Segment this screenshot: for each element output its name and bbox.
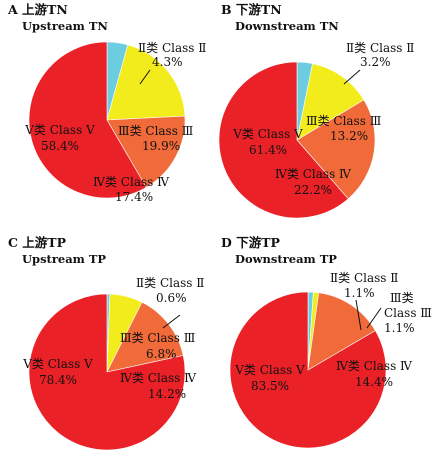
- leader-line: [139, 69, 151, 85]
- slice-value-label: 1.1%: [384, 321, 415, 335]
- pie-slice: [296, 63, 365, 141]
- slice-category-label: Ⅳ类 Class Ⅳ: [336, 359, 413, 373]
- slice-category-label: Ⅱ类 Class Ⅱ: [330, 271, 398, 285]
- pie-slice: [229, 291, 387, 449]
- slice-category-label: Ⅲ类 Class Ⅲ: [118, 124, 193, 138]
- leader-line: [355, 299, 362, 331]
- pie-panel-a: A 上游TN Upstream TN Ⅱ类 Class Ⅱ4.3% Ⅲ类 Class …: [7, 2, 206, 204]
- pie-panel-b: B 下游TN Downstream TN Ⅱ类 Class Ⅱ3.2% Ⅲ类 Clas…: [218, 2, 414, 219]
- slice-category-label: Ⅱ类 Class Ⅱ: [346, 41, 414, 55]
- panel-subtitle: Downstream TN: [235, 19, 339, 33]
- slice-category-label: Ⅱ类 Class Ⅱ: [136, 276, 204, 290]
- slice-category-label: Ⅲ类: [390, 291, 414, 305]
- pie-slice: [28, 293, 186, 451]
- pie-slice: [106, 44, 186, 121]
- panel-subtitle: Upstream TN: [22, 19, 108, 33]
- panel-subtitle: Upstream TP: [22, 252, 106, 266]
- slice-value-label: 83.5%: [251, 379, 289, 393]
- panel-title: D 下游TP: [221, 235, 280, 250]
- leader-line: [343, 69, 361, 85]
- slice-value-label: 78.4%: [39, 373, 77, 387]
- slice-value-label: 22.2%: [294, 183, 332, 197]
- pie-panel-c: C 上游TP Upstream TP Ⅱ类 Class Ⅱ0.6% Ⅲ类 Class …: [8, 235, 204, 451]
- slice-category-label: Ⅴ类 Class Ⅴ: [22, 357, 93, 371]
- panel-title: C 上游TP: [8, 235, 67, 250]
- leader-line: [162, 314, 181, 329]
- slice-category-label: Ⅴ类 Class Ⅴ: [24, 123, 95, 137]
- slice-category-label: Ⅲ类 Class Ⅲ: [120, 331, 195, 345]
- slice-value-label: 13.2%: [330, 129, 368, 143]
- slice-value-label: 4.3%: [152, 55, 183, 69]
- pie-slice: [28, 41, 147, 199]
- pie-slice: [218, 61, 349, 219]
- panel-subtitle: Downstream TP: [235, 252, 337, 266]
- slice-category-label: Ⅲ类 Class Ⅲ: [306, 114, 381, 128]
- slice-category-label: Ⅴ类 Class Ⅴ: [232, 127, 303, 141]
- pie-slice: [106, 115, 186, 188]
- panel-title: B 下游TN: [221, 2, 282, 17]
- slice-value-label: 61.4%: [249, 143, 287, 157]
- slice-value-label: 6.8%: [146, 347, 177, 361]
- slice-category-label: Class Ⅲ: [384, 306, 432, 320]
- panel-title: A 上游TN: [7, 2, 68, 17]
- slice-value-label: 14.4%: [355, 375, 393, 389]
- slice-value-label: 0.6%: [156, 291, 187, 305]
- slice-category-label: Ⅳ类 Class Ⅳ: [93, 175, 170, 189]
- slice-value-label: 3.2%: [360, 55, 391, 69]
- slice-category-label: Ⅴ类 Class Ⅴ: [234, 363, 305, 377]
- slice-value-label: 17.4%: [115, 190, 153, 204]
- slice-category-label: Ⅳ类 Class Ⅳ: [120, 371, 197, 385]
- slice-category-label: Ⅳ类 Class Ⅳ: [275, 167, 352, 181]
- slice-value-label: 14.2%: [148, 387, 186, 401]
- leader-line: [366, 307, 382, 329]
- slice-value-label: 19.9%: [142, 139, 180, 153]
- slice-value-label: 58.4%: [41, 139, 79, 153]
- slice-category-label: Ⅱ类 Class Ⅱ: [138, 41, 206, 55]
- pie-slice: [296, 99, 376, 200]
- slice-value-label: 1.1%: [344, 286, 375, 300]
